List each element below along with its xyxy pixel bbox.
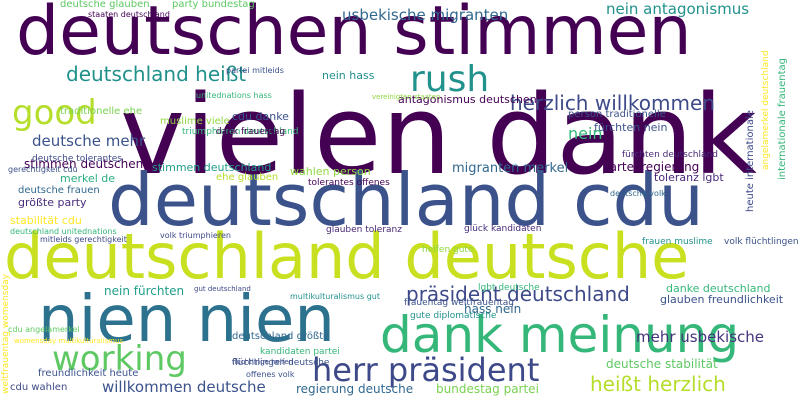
word: vereinigten staaten — [372, 93, 441, 101]
word: volk triumphieren — [160, 231, 231, 240]
word: bundestag partei — [436, 382, 539, 396]
word: stimmen deutschen — [24, 157, 144, 171]
word: frauen muslime — [642, 237, 713, 247]
word: stabilität cdu — [10, 214, 82, 227]
word: frauentag weltfrauentag — [404, 298, 514, 308]
word: internationale frauentag — [777, 58, 788, 180]
word: multikulturalismus gut — [290, 292, 380, 301]
word: glauben freundlichkeit — [660, 293, 784, 306]
word: muslime viele — [160, 116, 230, 127]
word: deutsche frauen — [18, 185, 100, 196]
word: helfen gute — [422, 245, 474, 255]
word: good — [12, 93, 97, 133]
word: kandidaten partei — [260, 347, 340, 357]
word: herzlich willkommen — [510, 91, 715, 115]
word: gerechtigkeit cdu — [8, 165, 78, 174]
word: person traditionelle — [568, 109, 666, 120]
word: dank frauentag — [216, 127, 286, 137]
word: regierung deutsche — [296, 382, 414, 396]
word: deutschland heißt — [66, 62, 247, 86]
word: migranten merkel — [452, 161, 569, 176]
word: fürchten nein — [594, 121, 668, 134]
word: willkommen deutsche — [102, 378, 266, 396]
word: working — [52, 339, 187, 379]
word: unitednations hass — [196, 91, 272, 100]
word: gut deutschland — [194, 285, 251, 293]
word: merkel de — [60, 172, 116, 185]
word: nein antagonismus — [606, 0, 750, 18]
word: offenes volk — [246, 370, 295, 379]
word: größte party — [18, 196, 87, 209]
word: nein — [568, 124, 603, 143]
word: deutschland cdu — [108, 158, 704, 242]
word: womensday multikulturalismus — [14, 337, 124, 345]
word: deutschland unitednations — [10, 227, 117, 236]
word: herr präsident — [312, 351, 540, 389]
word: deutsche tolerantes — [32, 154, 122, 164]
word: fürchten deutschland — [622, 150, 718, 160]
word: freundlichkeit heute — [38, 368, 139, 379]
word: heute internationale — [745, 110, 756, 212]
word: deutschland deutsche — [4, 220, 690, 293]
word: lgbt deutsche — [478, 283, 540, 293]
word: cdu wahlen — [10, 382, 68, 393]
word: deutsche stabilität — [606, 357, 718, 371]
word: ehe glauben — [216, 172, 279, 183]
word: cdu danke — [232, 110, 289, 123]
word: toleranz lgbt — [654, 171, 724, 184]
word: nein fürchten — [104, 284, 185, 298]
word: angelamerkel deutschland — [761, 50, 771, 170]
word: vielen dank — [120, 71, 757, 199]
word: antagonismus deutschen — [398, 93, 537, 106]
word: staaten deutschland — [88, 10, 170, 19]
word: flüchtlinge helfen — [232, 358, 294, 366]
word: triumphieren deutschland — [182, 127, 299, 137]
word: mehr usbekische — [636, 328, 765, 346]
word: deutsche mehr — [32, 132, 146, 150]
word: partei regierung — [602, 160, 700, 174]
word: glück kandidaten — [464, 224, 542, 234]
word: tolerantes offenes — [308, 178, 390, 188]
word: weltfrauentag womensday — [1, 274, 11, 394]
word: nien nien — [38, 283, 335, 357]
word: cdu angelamerkel — [8, 325, 80, 334]
word: deutsche glauben — [60, 0, 150, 10]
word: stimmen deutschland — [152, 161, 272, 174]
word: dank meinung — [380, 306, 740, 364]
word: nein hass — [322, 69, 375, 82]
word: volk flüchtlingen — [724, 237, 799, 247]
word: gute diplomatische — [410, 311, 497, 321]
word: glauben toleranz — [326, 225, 402, 235]
word: danke deutschland — [666, 282, 771, 295]
word: deutsche volk — [610, 189, 666, 198]
word: deutschland größte — [232, 331, 330, 342]
word: wahlen person — [290, 165, 371, 178]
word: flüchtlingen deutsche — [232, 358, 330, 368]
word: usbekische migranten — [342, 6, 509, 24]
word: mitleids gerechtigkeit — [40, 235, 127, 244]
word: deutschen stimmen — [16, 0, 692, 71]
word: party bundestag — [172, 0, 255, 10]
word: hass nein — [464, 302, 522, 316]
word: rush — [410, 59, 490, 100]
word: partei mitleids — [226, 66, 284, 75]
word: präsident deutschland — [406, 282, 630, 306]
word: traditionelle ehe — [60, 106, 143, 117]
word: heißt herzlich — [590, 372, 726, 396]
